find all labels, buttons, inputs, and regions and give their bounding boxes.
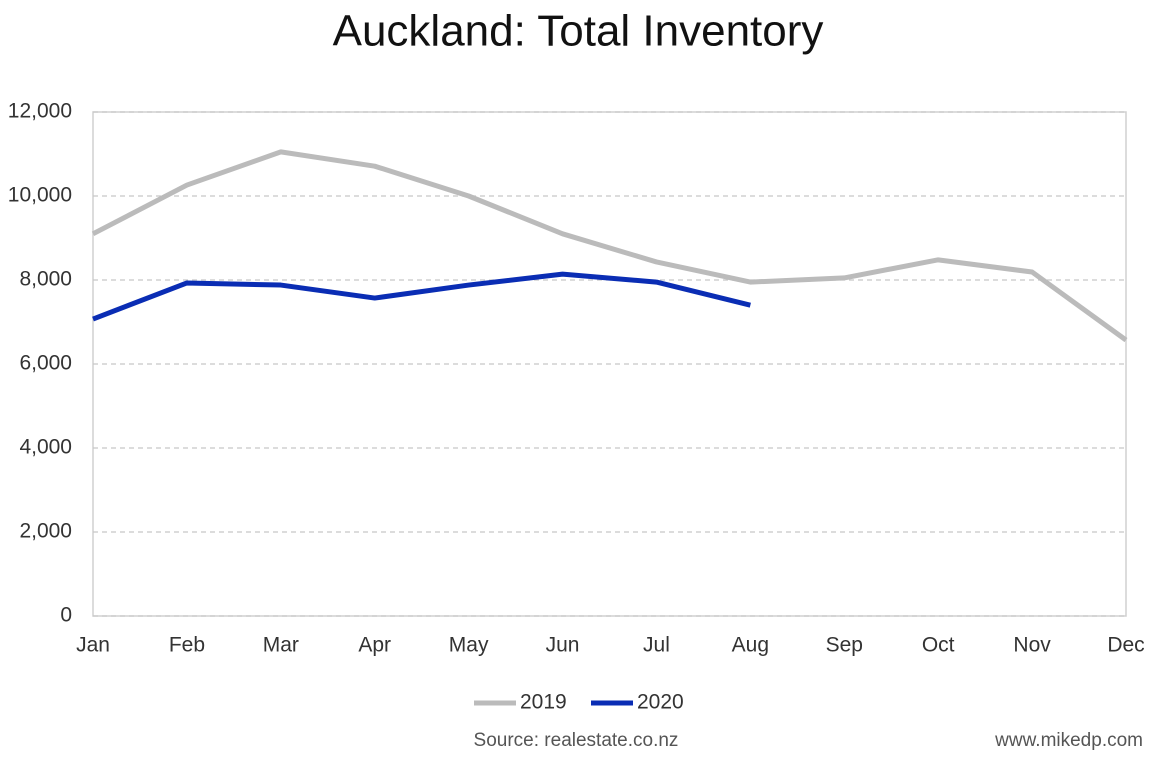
x-tick-label: Oct	[922, 634, 955, 657]
x-tick-label: May	[449, 634, 489, 657]
x-tick-label: Mar	[263, 634, 299, 657]
y-tick-label: 2,000	[19, 520, 72, 543]
y-tick-label: 8,000	[19, 268, 72, 291]
x-tick-label: Apr	[358, 634, 391, 657]
y-tick-label: 4,000	[19, 436, 72, 459]
y-tick-label: 6,000	[19, 352, 72, 375]
x-tick-label: Feb	[169, 634, 205, 657]
legend-label: 2019	[520, 691, 567, 714]
x-tick-label: Sep	[826, 634, 863, 657]
series-line	[91, 149, 1128, 343]
x-tick-label: Jan	[76, 634, 110, 657]
credit: www.mikedp.com	[994, 730, 1143, 751]
x-tick-label: Dec	[1107, 634, 1144, 657]
x-tick-label: Aug	[732, 634, 769, 657]
series-line	[92, 271, 751, 322]
x-tick-label: Jul	[643, 634, 670, 657]
chart-title: Auckland: Total Inventory	[333, 7, 824, 56]
y-tick-label: 12,000	[8, 100, 72, 123]
source: Source: realestate.co.nz	[474, 730, 679, 751]
x-tick-label: Nov	[1013, 634, 1051, 657]
y-tick-label: 10,000	[8, 184, 72, 207]
y-tick-label: 0	[60, 604, 72, 627]
legend-label: 2020	[637, 691, 684, 714]
x-tick-label: Jun	[546, 634, 580, 657]
